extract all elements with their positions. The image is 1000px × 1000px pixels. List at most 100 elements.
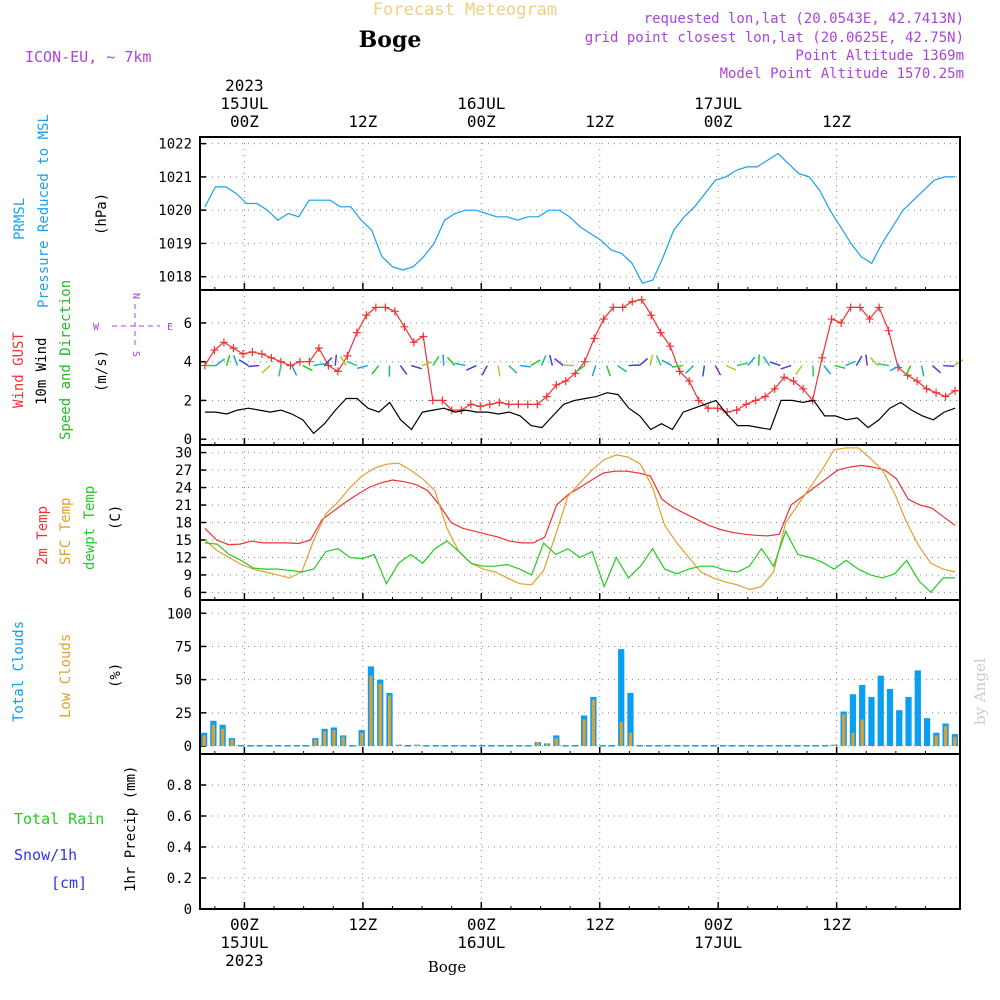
total-cloud-bar — [645, 745, 653, 747]
gust-marker — [295, 357, 304, 366]
gust-marker — [400, 322, 409, 331]
total-cloud-bar — [747, 745, 755, 747]
gust-marker — [428, 396, 437, 405]
total-cloud-bar — [618, 649, 625, 747]
total-cloud-bar — [896, 710, 903, 747]
y-tick-label: 1021 — [158, 170, 192, 186]
y-tick-label: 50 — [175, 673, 192, 689]
gust-marker — [409, 338, 418, 347]
gust-marker — [799, 384, 808, 393]
total-cloud-bar — [349, 745, 356, 747]
bottom-year-label: 2023 — [225, 951, 264, 970]
snow-label: Snow/1h — [14, 846, 77, 864]
gust-marker — [913, 377, 922, 386]
low-cloud-bar — [397, 744, 401, 747]
total-cloud-bar — [497, 745, 504, 747]
low-cloud-bar — [953, 736, 957, 747]
low-cloud-bar — [387, 695, 392, 747]
total-cloud-bar — [516, 745, 523, 747]
wind-arrow — [762, 356, 771, 366]
gust-marker — [609, 303, 618, 312]
top-date-label: 16JUL — [457, 94, 505, 113]
clouds-label-2: Low Clouds — [58, 634, 74, 718]
low-cloud-bar — [230, 739, 234, 747]
requested-coords: requested lon,lat (20.0543E, 42.7413N) — [644, 11, 964, 27]
clouds-unit: (%) — [108, 663, 124, 688]
total-cloud-bar — [886, 688, 894, 747]
wind-arrow — [649, 354, 654, 366]
compass-north: N — [130, 293, 141, 299]
wind-arrow — [232, 355, 239, 366]
clouds-label-1: Total Clouds — [11, 621, 27, 722]
gust-marker — [932, 388, 941, 397]
wind-arrow — [943, 364, 955, 368]
series-sfc-temp — [204, 447, 956, 591]
gust-marker — [732, 406, 741, 415]
panel-3: 0 25 50 75 100 — [167, 599, 961, 755]
y-tick-label: 30 — [175, 446, 192, 462]
snow-unit: [cm] — [51, 874, 87, 892]
total-cloud-bar — [738, 745, 745, 747]
gust-marker — [770, 384, 779, 393]
wind-arrow — [661, 359, 673, 367]
top-hour-label: 12Z — [585, 112, 614, 131]
gust-marker — [628, 297, 637, 306]
panel-frame — [199, 753, 961, 910]
gust-marker — [257, 349, 266, 358]
wind-arrow — [519, 364, 531, 368]
wind-arrow — [575, 364, 586, 373]
wind-arrow — [931, 364, 942, 374]
gust-marker — [552, 380, 561, 389]
low-cloud-bar — [341, 736, 345, 747]
model-label: ICON-EU, ~ 7km — [25, 48, 151, 66]
total-cloud-bar — [256, 745, 263, 747]
wind-arrow — [548, 354, 554, 366]
temp-label-3: dewpt Temp — [82, 486, 98, 570]
gust-marker — [580, 357, 589, 366]
gust-marker — [789, 377, 798, 386]
gust-marker — [856, 303, 865, 312]
gust-marker — [666, 342, 675, 351]
panel-frame — [199, 136, 961, 291]
total-cloud-bar — [905, 696, 912, 747]
low-cloud-bar — [323, 731, 327, 747]
wind-arrow — [454, 362, 466, 367]
total-cloud-bar — [868, 696, 875, 747]
pressure-label-2: Pressure Reduced to MSL — [36, 114, 52, 308]
low-cloud-bar — [934, 735, 938, 747]
model-altitude: Model Point Altitude 1570.25m — [720, 66, 964, 82]
wind-arrow — [757, 354, 760, 366]
low-cloud-bar — [202, 735, 206, 747]
top-hour-label: 12Z — [348, 112, 377, 131]
panel-4: 0 0.2 0.4 0.6 0.8 — [167, 753, 961, 918]
low-cloud-bar — [851, 732, 855, 747]
y-tick-label: 24 — [175, 481, 192, 497]
top-hour-label: 00Z — [704, 112, 733, 131]
low-cloud-bar — [591, 699, 595, 747]
wind-arrow — [702, 365, 706, 377]
low-cloud-bar — [554, 738, 558, 747]
total-cloud-bar — [293, 745, 300, 747]
wind-arrow — [795, 365, 803, 376]
wind-arrow — [248, 364, 260, 368]
gust-marker — [618, 303, 627, 312]
wind-arrow — [481, 365, 488, 376]
wind-arrow — [346, 360, 358, 367]
wind-arrow — [877, 363, 890, 367]
gust-marker — [647, 311, 656, 320]
gust-marker — [305, 357, 314, 366]
low-cloud-bar — [221, 728, 225, 747]
wind-arrow — [323, 357, 333, 367]
total-cloud-bar — [859, 684, 866, 747]
total-cloud-bar — [451, 745, 458, 747]
panel-labels: PRMSL Pressure Reduced to MSL (hPa) Wind… — [11, 114, 173, 892]
wind-arrow — [291, 365, 298, 376]
gust-marker — [675, 367, 684, 376]
wind-arrow — [655, 355, 662, 366]
gust-marker — [742, 400, 751, 409]
y-tick-label: 0 — [184, 902, 192, 918]
wind-arrow — [371, 365, 380, 375]
wind-arrow — [540, 355, 547, 366]
y-tick-label: 15 — [175, 533, 192, 549]
